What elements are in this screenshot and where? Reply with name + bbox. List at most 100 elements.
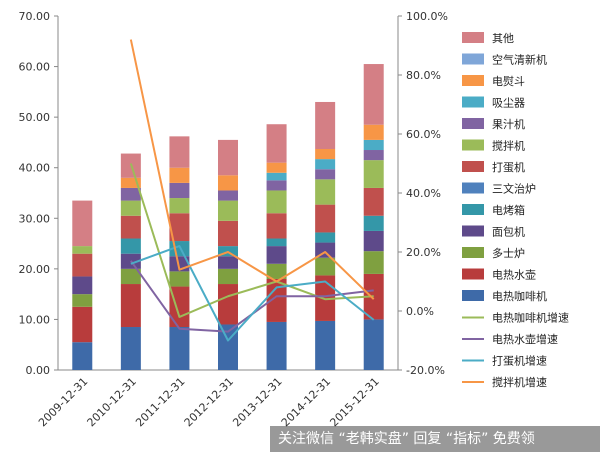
bar-segment [315, 149, 336, 160]
bar-segment [120, 177, 141, 188]
bar-segment [169, 182, 190, 199]
bar-segment [363, 64, 384, 125]
x-tick-label: 2015-12-31 [327, 375, 381, 429]
growth-line [130, 245, 375, 342]
bar-segment [72, 276, 93, 295]
x-tick-label: 2014-12-31 [279, 375, 333, 429]
bar-segment [266, 246, 287, 264]
legend-swatch [462, 75, 484, 86]
legend-swatch [462, 204, 484, 215]
legend-label: 电烤箱 [492, 203, 525, 217]
legend-swatch [462, 161, 484, 172]
bar-segment [363, 124, 384, 140]
bar-segment [218, 220, 238, 247]
legend-label: 电热咖啡机 [492, 289, 547, 303]
bar-segment [266, 278, 287, 322]
growth-line [130, 260, 374, 333]
bar-segment [218, 268, 238, 285]
left-tick-label: 60.00 [19, 61, 51, 74]
legend-swatch [462, 225, 484, 237]
legend-label: 电热水壶增速 [492, 332, 558, 346]
bar-segment [266, 162, 287, 173]
bar-segment [266, 321, 287, 370]
bar-segment [120, 284, 141, 328]
legend-label: 电热咖啡机增速 [492, 311, 569, 325]
legend-swatch [462, 53, 484, 65]
bar-segment [218, 284, 238, 325]
legend-swatch [462, 32, 484, 43]
left-tick-label: 0.00 [26, 364, 51, 377]
bars [72, 64, 384, 370]
legend: 其他空气清新机电熨斗吸尘器果汁机搅拌机打蛋机三文治炉电烤箱面包机多士炉电热水壶电… [462, 32, 569, 389]
legend-label: 打蛋机增速 [492, 354, 547, 368]
bar-segment [120, 187, 141, 201]
growth-line [129, 163, 374, 318]
legend-label: 多士炉 [492, 246, 525, 260]
left-tick-label: 20.00 [19, 263, 51, 276]
bar-segment [266, 213, 287, 239]
bar-segment [72, 253, 93, 277]
bar-segment [120, 215, 141, 239]
x-tick-label: 2012-12-31 [182, 375, 236, 429]
legend-label: 搅拌机 [492, 139, 525, 153]
bar-segment [72, 294, 93, 307]
legend-label: 空气清新机 [492, 53, 547, 67]
x-tick-label: 2013-12-31 [230, 375, 284, 429]
bar-segment [315, 101, 336, 150]
right-tick-label: -20.0% [406, 364, 445, 377]
bar-segment [266, 238, 287, 247]
legend-swatch [462, 290, 484, 301]
left-tick-label: 10.00 [19, 313, 51, 326]
bar-segment [169, 327, 190, 370]
legend-label: 电热水壶 [492, 268, 536, 282]
watermark-banner: 关注微信 “老韩实盘” 回复 “指标” 免费领 [270, 426, 600, 452]
bar-segment [363, 160, 384, 188]
right-tick-label: 60.0% [406, 128, 441, 141]
bar-segment [363, 251, 384, 274]
left-tick-label: 70.00 [19, 10, 51, 23]
bar-segment [169, 167, 190, 183]
right-tick-label: 0.0% [406, 305, 434, 318]
legend-swatch [462, 118, 484, 129]
left-tick-label: 50.00 [19, 111, 51, 124]
bar-segment [120, 268, 141, 285]
bar-segment [315, 204, 336, 233]
bar-segment [363, 215, 384, 231]
right-tick-label: 40.0% [406, 187, 441, 200]
legend-label: 吸尘器 [492, 97, 525, 110]
left-tick-label: 40.00 [19, 162, 51, 175]
legend-label: 果汁机 [492, 117, 525, 131]
bar-segment [120, 327, 141, 370]
left-tick-label: 30.00 [19, 212, 51, 225]
bar-segment [72, 342, 93, 370]
legend-swatch [462, 182, 484, 194]
legend-label: 面包机 [492, 225, 525, 239]
bar-segment [169, 271, 190, 287]
right-tick-label: 100.0% [406, 10, 448, 23]
bar-segment [363, 230, 384, 252]
legend-swatch [462, 96, 484, 108]
growth-line [129, 39, 375, 300]
legend-label: 打蛋机 [492, 160, 525, 174]
bar-segment [120, 200, 141, 216]
bar-segment [266, 180, 287, 191]
bar-segment [363, 139, 384, 151]
x-tick-label: 2009-12-31 [36, 375, 90, 429]
x-tick-label: 2011-12-31 [133, 375, 187, 429]
bar-segment [315, 179, 336, 205]
bar-segment [218, 139, 238, 176]
legend-label: 电熨斗 [492, 74, 525, 88]
bar-segment [218, 256, 238, 269]
bar-segment [218, 190, 238, 201]
bar-segment [218, 175, 238, 191]
bar-segment [266, 190, 287, 214]
bar-segment [169, 136, 190, 168]
bar-segment [266, 124, 287, 163]
bar-segment [266, 172, 287, 181]
legend-label: 其他 [492, 32, 514, 45]
bar-segment [169, 286, 190, 328]
legend-swatch [462, 247, 484, 258]
bar-segment [266, 263, 287, 279]
legend-label: 搅拌机增速 [492, 375, 547, 389]
